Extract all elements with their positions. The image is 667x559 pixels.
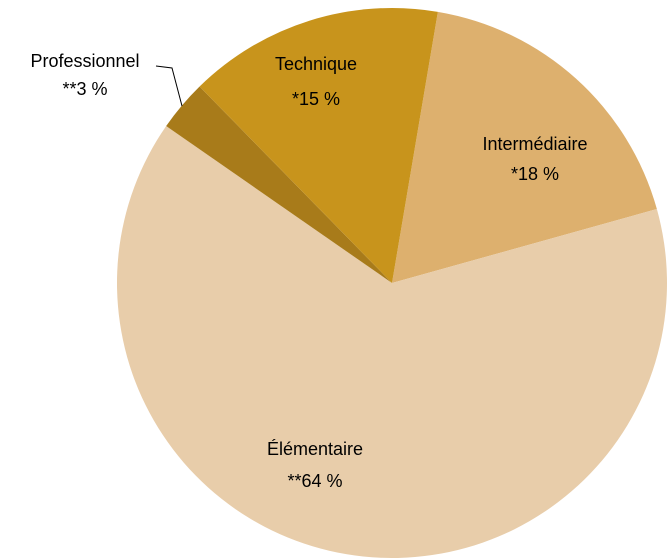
value-label: *15 %	[292, 89, 340, 109]
slice-label: Intermédiaire	[482, 134, 587, 154]
value-label: **3 %	[62, 79, 107, 99]
pie-slice	[199, 7, 438, 283]
pie-slice	[117, 126, 667, 558]
pie-slice	[166, 86, 392, 283]
leader-line	[155, 65, 183, 107]
value-label: *18 %	[511, 164, 559, 184]
pie-slice	[392, 11, 657, 284]
value-label: **64 %	[287, 471, 342, 491]
slice-label: Élémentaire	[267, 439, 363, 459]
slice-label: Technique	[275, 54, 357, 74]
slice-label: Professionnel	[30, 51, 139, 71]
